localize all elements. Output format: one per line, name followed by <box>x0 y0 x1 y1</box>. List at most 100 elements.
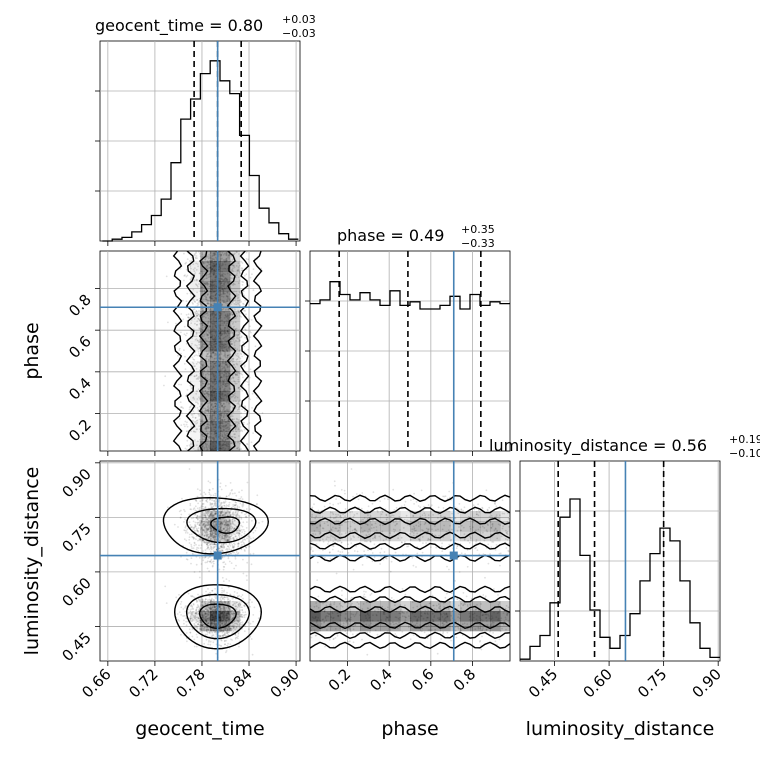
sample-point <box>206 302 209 305</box>
sample-point <box>192 263 195 266</box>
sample-point <box>228 328 231 331</box>
sample-point <box>203 446 206 449</box>
sample-point <box>227 308 230 311</box>
sample-point <box>192 447 195 450</box>
sample-point <box>188 444 191 447</box>
sample-point <box>196 428 199 431</box>
sample-point <box>184 274 186 277</box>
sample-point <box>192 298 195 301</box>
sample-point <box>211 499 214 502</box>
sample-point <box>236 396 239 399</box>
sample-point <box>243 274 246 277</box>
sample-point <box>248 422 251 424</box>
sample-point <box>214 417 217 419</box>
sample-point <box>196 257 198 260</box>
sample-point <box>201 335 203 338</box>
sample-point <box>240 362 243 364</box>
sample-point <box>208 407 211 410</box>
sample-point <box>223 370 226 373</box>
sample-point <box>220 319 223 322</box>
sample-point <box>224 362 227 364</box>
sample-point <box>186 421 188 424</box>
sample-point <box>225 360 227 363</box>
sample-point <box>238 610 240 613</box>
sample-point <box>200 621 202 623</box>
sample-point <box>233 528 236 531</box>
sample-point <box>201 433 204 436</box>
sample-point <box>220 421 223 424</box>
sample-point <box>205 520 208 523</box>
sample-point <box>226 389 229 392</box>
sample-point <box>234 373 237 376</box>
sample-point <box>202 435 205 438</box>
sample-point <box>211 414 214 416</box>
sample-point <box>197 378 200 380</box>
sample-point <box>188 536 191 539</box>
sample-point <box>204 428 207 431</box>
sample-point <box>242 528 245 531</box>
sample-point <box>202 382 205 385</box>
sample-point <box>207 321 210 323</box>
sample-point <box>213 411 215 414</box>
sample-point <box>244 550 246 552</box>
sample-point <box>207 334 210 337</box>
sample-point <box>206 423 208 426</box>
sample-point <box>229 643 232 646</box>
sample-point <box>221 299 224 302</box>
sample-point <box>222 402 225 405</box>
sample-point <box>211 418 214 420</box>
sample-point <box>237 309 240 312</box>
sample-point <box>196 488 199 490</box>
sample-point <box>220 333 223 336</box>
sample-point <box>193 279 196 282</box>
sample-point <box>237 376 240 379</box>
sample-point <box>206 443 209 446</box>
sample-point <box>206 392 208 394</box>
sample-point <box>194 421 197 423</box>
sample-point <box>225 251 228 254</box>
sample-point <box>236 506 239 509</box>
sample-point <box>239 292 242 294</box>
sample-point <box>207 390 210 393</box>
sample-point <box>205 277 208 280</box>
sample-point <box>208 383 211 385</box>
sample-point <box>188 406 191 409</box>
sample-point <box>224 327 227 329</box>
sample-point <box>175 322 177 325</box>
sample-point <box>221 274 224 276</box>
sample-point <box>223 327 226 330</box>
sample-point <box>232 450 234 451</box>
sample-point <box>207 317 210 319</box>
sample-point <box>208 394 211 396</box>
sample-point <box>206 277 209 279</box>
sample-point <box>220 358 223 360</box>
sample-point <box>238 645 240 648</box>
sample-point <box>225 375 228 377</box>
sample-point <box>208 343 211 346</box>
sample-point <box>248 318 251 321</box>
sample-point <box>204 295 207 297</box>
sample-point <box>208 418 211 421</box>
sample-point <box>202 391 204 393</box>
sample-point <box>225 257 228 260</box>
sample-point <box>223 418 226 421</box>
sample-point <box>200 563 203 565</box>
sample-point <box>198 396 201 399</box>
sample-point <box>218 354 221 357</box>
sample-point <box>234 501 237 504</box>
sample-point <box>179 267 182 270</box>
sample-point <box>226 356 229 359</box>
sample-point <box>203 369 206 372</box>
sample-point <box>184 531 187 534</box>
sample-point <box>237 552 240 554</box>
sample-point <box>207 355 209 358</box>
sample-point <box>198 377 201 379</box>
sample-point <box>202 364 205 367</box>
sample-point <box>190 545 193 548</box>
sample-point <box>207 365 210 368</box>
sample-point <box>204 549 207 551</box>
sample-point <box>204 411 207 414</box>
sample-point <box>220 424 223 427</box>
sample-point <box>182 608 185 610</box>
sample-point <box>222 502 225 504</box>
